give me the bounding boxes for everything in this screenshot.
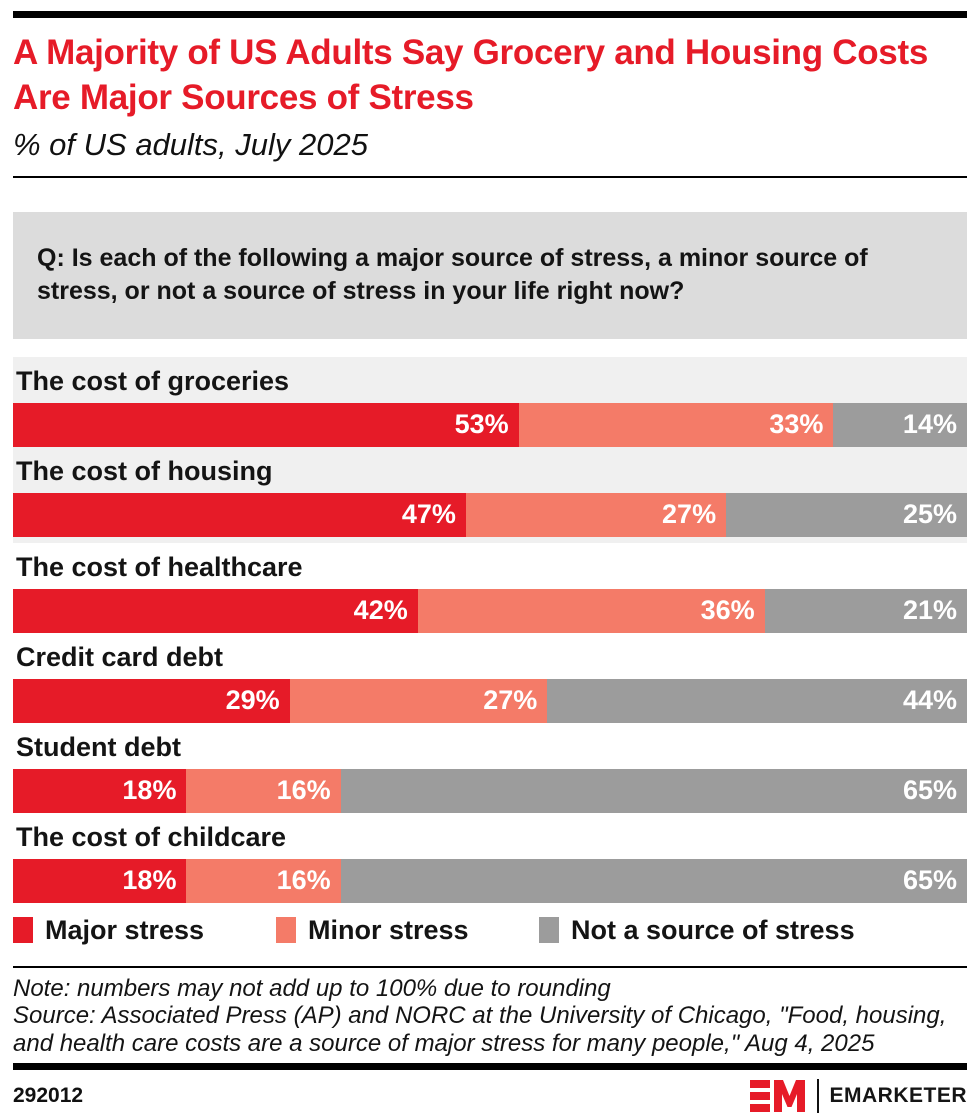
bar-segment: 21% xyxy=(764,588,967,633)
rounding-note: Note: numbers may not add up to 100% due… xyxy=(13,974,611,1002)
logo-divider xyxy=(817,1079,820,1114)
segment-value: 18% xyxy=(122,775,177,806)
segment-value: 42% xyxy=(353,595,408,626)
footnote-divider xyxy=(13,965,967,968)
chart-row: The cost of childcare 18% 16% 65% xyxy=(13,813,967,903)
chart-row: The cost of healthcare 42% 36% 21% xyxy=(13,543,967,633)
footnotes: Note: numbers may not add up to 100% due… xyxy=(13,975,967,1058)
stacked-bar: 42% 36% 21% xyxy=(13,588,967,633)
segment-value: 29% xyxy=(225,685,280,716)
source-note: Source: Associated Press (AP) and NORC a… xyxy=(13,1002,947,1058)
stacked-bar: 18% 16% 65% xyxy=(13,768,967,813)
legend-label: Not a source of stress xyxy=(571,914,855,945)
chart-row: Credit card debt 29% 27% 44% xyxy=(13,633,967,723)
bar-segment: 27% xyxy=(289,678,548,723)
bar-segment: 18% xyxy=(13,858,187,903)
stacked-bar: 29% 27% 44% xyxy=(13,678,967,723)
bar-segment: 25% xyxy=(726,492,967,537)
segment-value: 21% xyxy=(902,595,957,626)
legend-label: Major stress xyxy=(45,914,205,945)
footer-bar: 292012 EMARKETER xyxy=(13,1079,967,1114)
bar-segment: 65% xyxy=(340,858,967,903)
legend-swatch-icon xyxy=(539,917,559,944)
segment-value: 18% xyxy=(122,865,177,896)
segment-value: 53% xyxy=(454,409,509,440)
segment-value: 65% xyxy=(902,775,957,806)
survey-question-box: Q: Is each of the following a major sour… xyxy=(13,211,967,339)
row-label: The cost of childcare xyxy=(16,821,287,852)
segment-value: 44% xyxy=(902,685,957,716)
bar-segment: 16% xyxy=(186,768,341,813)
legend-item: Minor stress xyxy=(276,915,539,946)
emarketer-logo: EMARKETER xyxy=(748,1079,967,1114)
row-label: Student debt xyxy=(16,731,181,762)
chart-page: A Majority of US Adults Say Grocery and … xyxy=(0,11,980,1114)
highlighted-rows-band: The cost of groceries 53% 33% 14% The cost o… xyxy=(13,356,967,543)
bar-segment: 53% xyxy=(13,402,519,447)
segment-value: 27% xyxy=(483,685,538,716)
bar-segment: 18% xyxy=(13,768,187,813)
bar-segment: 36% xyxy=(417,588,765,633)
bar-segment: 47% xyxy=(13,492,466,537)
survey-question-text: Q: Is each of the following a major sour… xyxy=(37,243,868,306)
footer-divider xyxy=(13,1063,967,1071)
legend-swatch-icon xyxy=(13,917,33,944)
segment-value: 16% xyxy=(276,775,331,806)
segment-value: 27% xyxy=(662,499,717,530)
segment-value: 36% xyxy=(700,595,755,626)
bar-segment: 27% xyxy=(465,492,727,537)
segment-value: 14% xyxy=(902,409,957,440)
bar-segment: 33% xyxy=(518,402,834,447)
legend-label: Minor stress xyxy=(308,914,469,945)
bar-segment: 16% xyxy=(186,858,341,903)
brand-name: EMARKETER xyxy=(829,1084,967,1108)
stacked-bar: 47% 27% 25% xyxy=(13,492,967,537)
em-logo-icon xyxy=(750,1080,806,1113)
row-label: The cost of healthcare xyxy=(16,551,303,582)
bar-segment: 44% xyxy=(547,678,967,723)
chart-row: The cost of groceries 53% 33% 14% xyxy=(13,357,967,447)
legend-item: Major stress xyxy=(13,915,276,946)
stacked-bar: 53% 33% 14% xyxy=(13,402,967,447)
chart-row: The cost of housing 47% 27% 25% xyxy=(13,447,967,537)
chart-id: 292012 xyxy=(13,1084,84,1108)
segment-value: 47% xyxy=(401,499,456,530)
page-subtitle: % of US adults, July 2025 xyxy=(13,126,368,162)
bar-segment: 29% xyxy=(13,678,290,723)
segment-value: 25% xyxy=(902,499,957,530)
stacked-bar-chart: The cost of groceries 53% 33% 14% The cost o… xyxy=(13,356,967,903)
legend-item: Not a source of stress xyxy=(539,915,855,946)
chart-row: Student debt 18% 16% 65% xyxy=(13,723,967,813)
segment-value: 65% xyxy=(902,865,957,896)
page-title: A Majority of US Adults Say Grocery and … xyxy=(13,33,928,117)
bar-segment: 14% xyxy=(833,402,967,447)
row-label: The cost of groceries xyxy=(16,365,290,396)
segment-value: 33% xyxy=(769,409,824,440)
row-label: The cost of housing xyxy=(16,455,273,486)
row-label: Credit card debt xyxy=(16,641,224,672)
legend-swatch-icon xyxy=(276,917,296,944)
segment-value: 16% xyxy=(276,865,331,896)
bar-segment: 65% xyxy=(340,768,967,813)
chart-rows: The cost of healthcare 42% 36% 21% Credit ca… xyxy=(13,543,967,903)
top-divider xyxy=(13,11,967,18)
bar-segment: 42% xyxy=(13,588,418,633)
stacked-bar: 18% 16% 65% xyxy=(13,858,967,903)
header-divider xyxy=(13,175,967,178)
chart-legend: Major stress Minor stress Not a source of … xyxy=(13,915,967,946)
